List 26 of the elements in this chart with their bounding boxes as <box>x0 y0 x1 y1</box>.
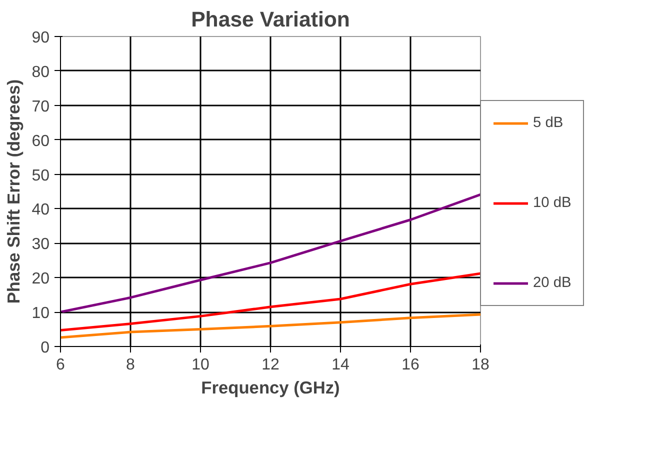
x-tick-label: 8 <box>126 356 136 374</box>
line-series <box>60 313 480 339</box>
y-tick-label: 80 <box>32 64 50 81</box>
y-tick-label: 30 <box>32 236 50 254</box>
y-tick-label: 50 <box>32 167 50 184</box>
legend-label: 5 dB <box>533 115 564 131</box>
line-series <box>60 193 480 314</box>
y-axis-title: Phase Shift Error (degrees) <box>4 79 24 304</box>
x-axis-title: Frequency (GHz) <box>201 378 340 398</box>
legend-label: 20 dB <box>533 275 572 291</box>
y-tick-label: 10 <box>32 305 50 322</box>
y-tick-label: 60 <box>32 132 50 150</box>
y-tick-label: 20 <box>32 270 50 288</box>
y-tick-label: 40 <box>32 202 50 219</box>
x-tick-label: 18 <box>472 356 490 374</box>
y-tick-label: 70 <box>32 98 50 116</box>
x-tick-label: 16 <box>402 356 420 374</box>
y-tick-label: 0 <box>40 340 50 356</box>
y-tick-label: 90 <box>32 30 50 46</box>
x-tick-label: 12 <box>262 356 280 374</box>
chart-title: Phase Variation <box>191 8 350 32</box>
x-tick-label: 6 <box>56 356 66 374</box>
legend-label: 10 dB <box>533 195 572 211</box>
line-series <box>60 272 480 332</box>
x-tick-label: 10 <box>192 356 210 374</box>
x-tick-label: 14 <box>332 356 350 374</box>
